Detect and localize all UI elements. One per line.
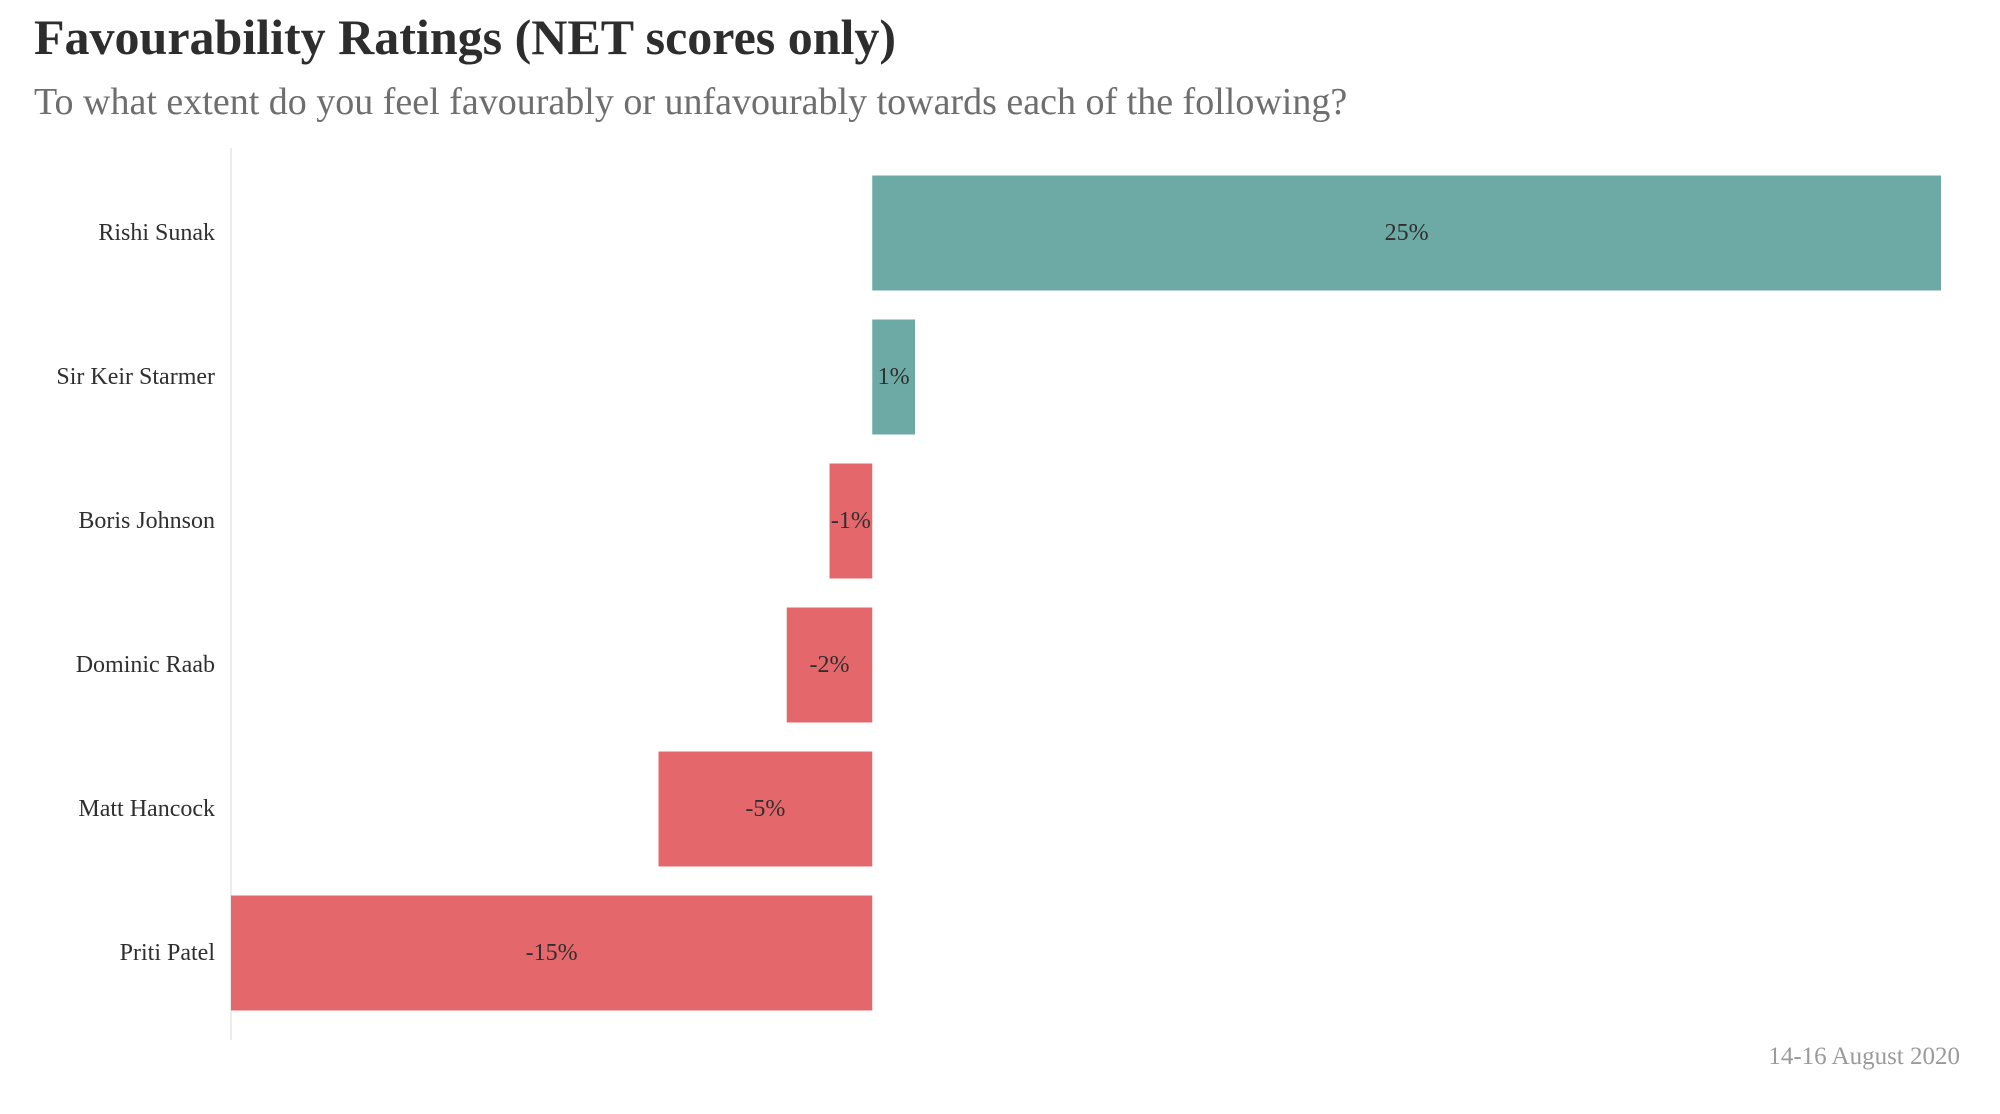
category-label-rishi-sunak: Rishi Sunak: [98, 220, 215, 246]
chart-subtitle: To what extent do you feel favourably or…: [34, 81, 1348, 123]
bar-boris-johnson: [829, 463, 873, 579]
bar-priti-patel: [231, 895, 873, 1011]
value-label-matt-hancock: -5%: [745, 796, 785, 822]
bar-sir-keir-starmer: [872, 319, 915, 435]
bar-rishi-sunak: [872, 175, 1941, 291]
date-footnote: 14-16 August 2020: [1768, 1043, 1960, 1070]
bar-dominic-raab: [786, 607, 873, 723]
category-label-priti-patel: Priti Patel: [120, 940, 216, 966]
chart-title: Favourability Ratings (NET scores only): [34, 9, 897, 65]
bars: [231, 175, 1941, 1011]
category-label-sir-keir-starmer: Sir Keir Starmer: [56, 364, 215, 390]
category-label-matt-hancock: Matt Hancock: [78, 796, 215, 822]
category-label-boris-johnson: Boris Johnson: [78, 508, 215, 534]
bar-matt-hancock: [658, 751, 873, 867]
value-label-priti-patel: -15%: [526, 940, 578, 966]
value-label-rishi-sunak: 25%: [1385, 220, 1429, 246]
value-label-sir-keir-starmer: 1%: [878, 364, 910, 390]
value-label-boris-johnson: -1%: [831, 508, 871, 534]
category-label-dominic-raab: Dominic Raab: [76, 652, 215, 678]
value-label-dominic-raab: -2%: [810, 652, 850, 678]
category-labels: Rishi Sunak Sir Keir Starmer Boris Johnson…: [56, 220, 215, 966]
value-labels: 25% 1% -1% -2% -5% -15%: [526, 220, 1429, 966]
